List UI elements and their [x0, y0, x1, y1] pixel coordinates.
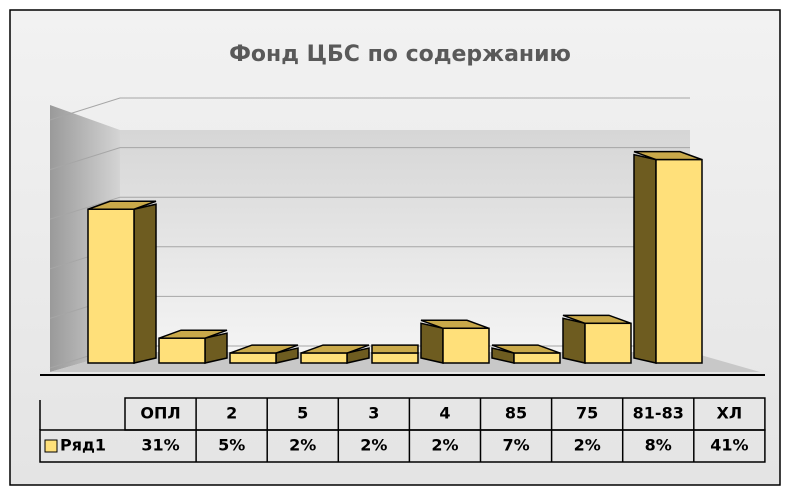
- bar: [158, 329, 228, 364]
- category-label: 3: [368, 404, 379, 423]
- category-label: 81-83: [633, 404, 684, 423]
- bar-front: [87, 208, 135, 364]
- category-label: ХЛ: [717, 404, 743, 423]
- value-label: 31%: [141, 436, 179, 455]
- bar-side: [420, 322, 444, 364]
- bar-side: [633, 153, 657, 364]
- bar: [491, 344, 561, 364]
- bar-front: [158, 337, 206, 364]
- category-label: 5: [297, 404, 308, 423]
- bar: [420, 319, 490, 364]
- value-label: 2%: [431, 436, 458, 455]
- category-label: 2: [226, 404, 237, 423]
- value-label: 2%: [289, 436, 316, 455]
- legend-label: Ряд1: [60, 436, 106, 455]
- value-label: 5%: [218, 436, 245, 455]
- bar-front: [584, 322, 632, 364]
- bar: [300, 344, 370, 364]
- bar-front: [229, 352, 277, 364]
- value-label: 7%: [502, 436, 529, 455]
- category-label: ОПЛ: [140, 404, 180, 423]
- grid-line: [49, 196, 690, 220]
- bar: [371, 344, 419, 364]
- value-label: 8%: [645, 436, 672, 455]
- value-label: 2%: [574, 436, 601, 455]
- bar: [87, 200, 157, 364]
- table-row: [39, 429, 766, 463]
- bar-front: [442, 327, 490, 364]
- category-label: 85: [505, 404, 527, 423]
- category-label: 4: [439, 404, 450, 423]
- grid-line: [49, 147, 690, 171]
- bar-top: [371, 344, 419, 354]
- chart-title: Фонд ЦБС по содержанию: [229, 42, 571, 67]
- value-label: 41%: [710, 436, 748, 455]
- bar-front: [300, 352, 348, 364]
- bar: [562, 314, 632, 364]
- bar-front: [655, 158, 703, 364]
- bar-side: [133, 203, 157, 364]
- legend-key: [44, 439, 58, 453]
- category-label: 75: [576, 404, 598, 423]
- bar: [633, 150, 703, 364]
- bar-front: [513, 352, 561, 364]
- value-label: 2%: [360, 436, 387, 455]
- grid-line: [49, 97, 690, 121]
- bar-front: [371, 352, 419, 364]
- bar-side: [562, 317, 586, 364]
- bar: [229, 344, 299, 364]
